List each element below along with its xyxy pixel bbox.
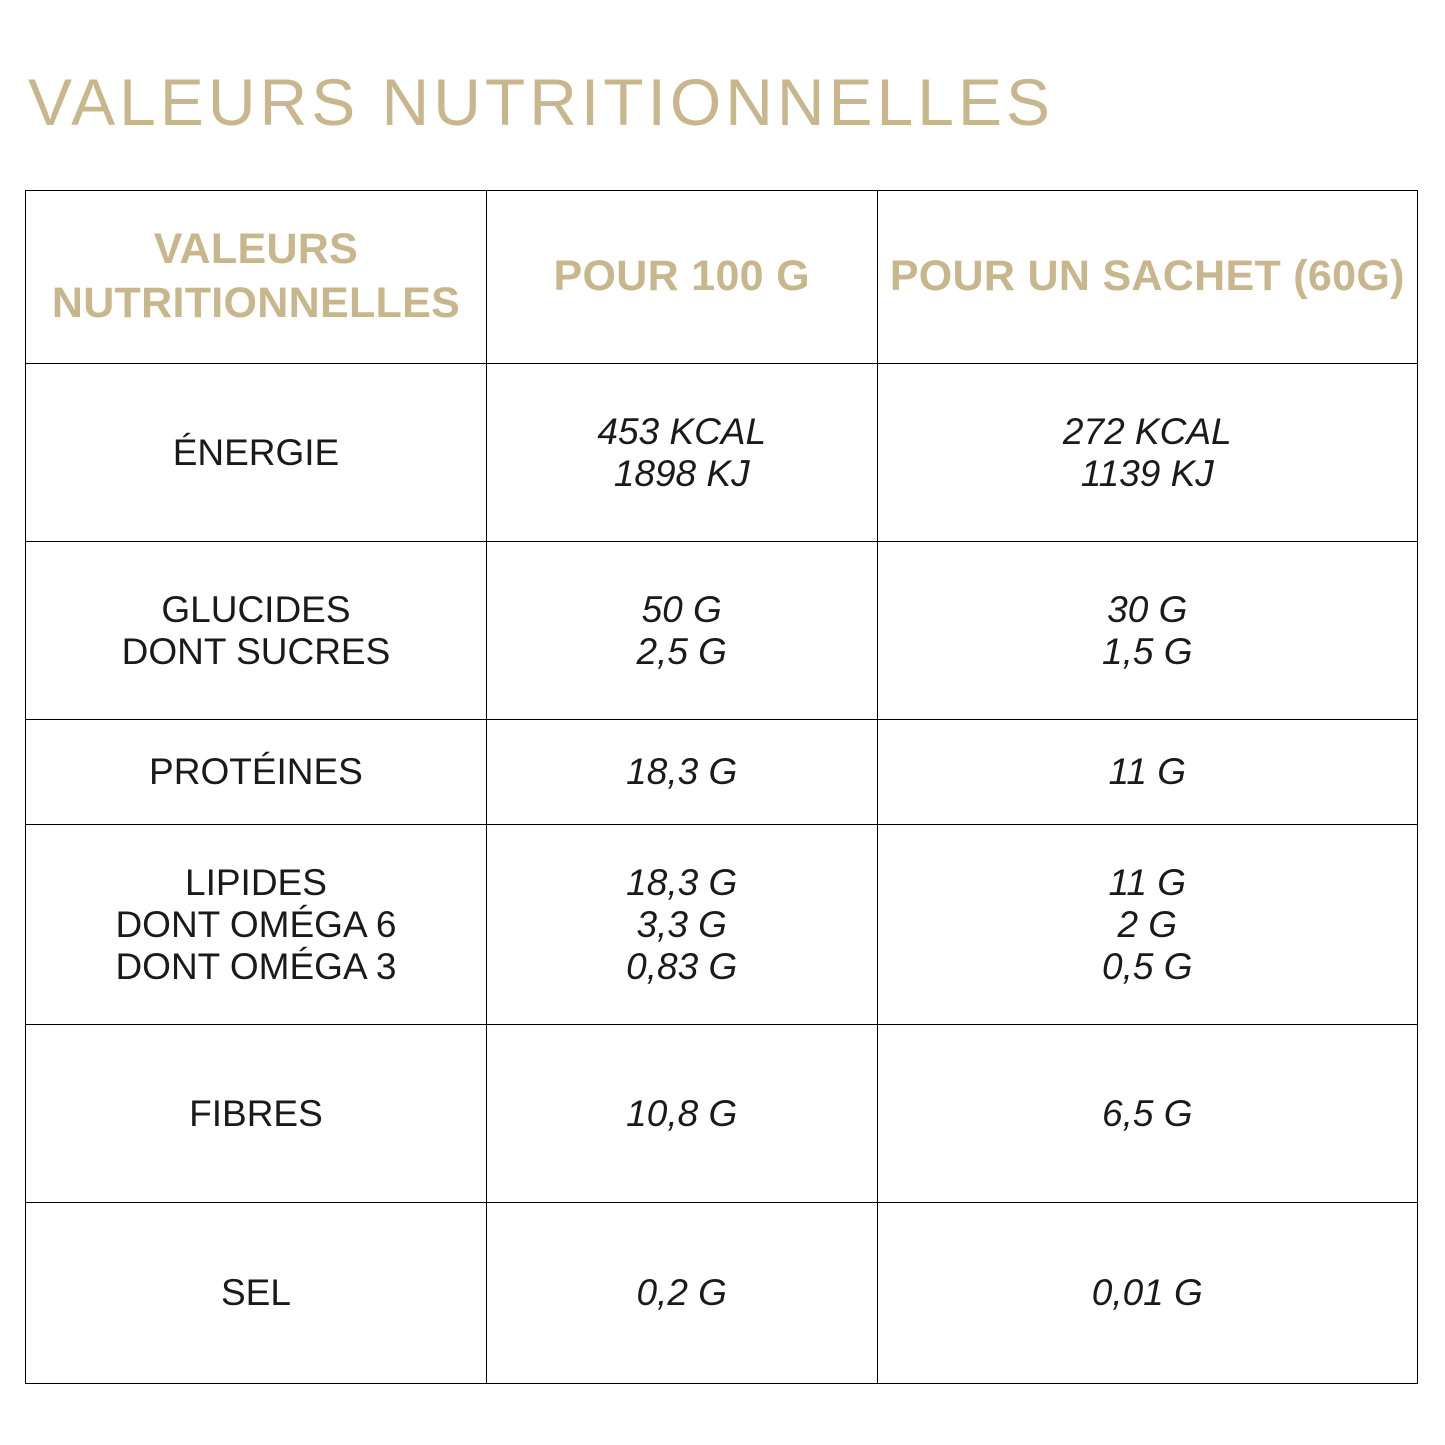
svg-text:VALEURS NUTRITIONNELLES: VALEURS NUTRITIONNELLES (28, 65, 1054, 139)
